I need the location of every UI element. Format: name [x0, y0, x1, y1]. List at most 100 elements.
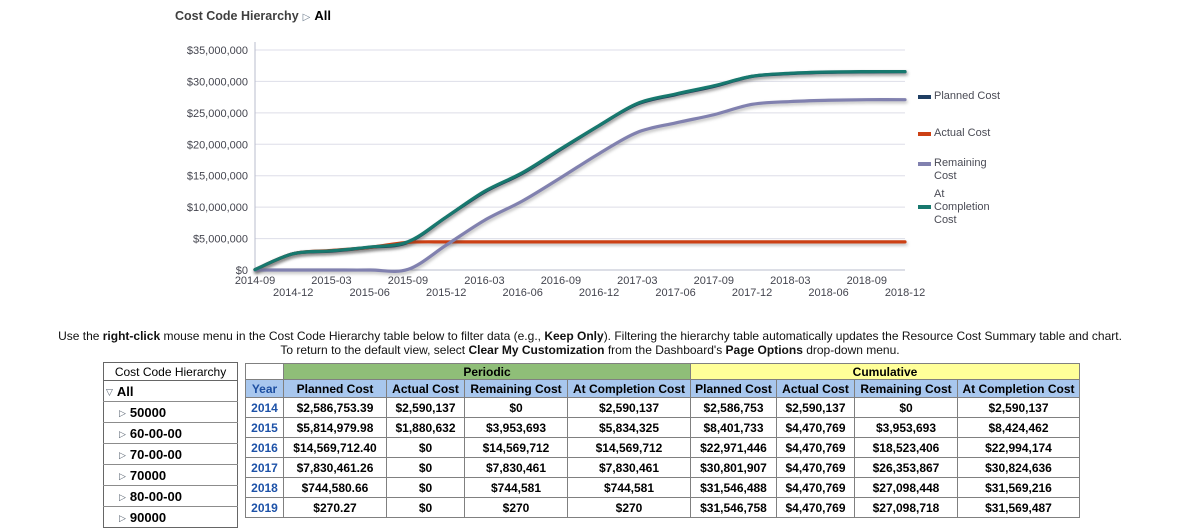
value-cell: $27,098,448 [854, 477, 958, 498]
hierarchy-node-label[interactable]: 70-00-00 [129, 446, 182, 462]
hierarchy-node-label[interactable]: 80-00-00 [129, 488, 182, 504]
collapse-triangle-icon[interactable]: ▽ [106, 386, 113, 397]
chart-title-value: All [314, 8, 331, 23]
expand-triangle-icon[interactable]: ▷ [119, 470, 126, 481]
group-header-cumulative: Cumulative [690, 363, 1080, 380]
hierarchy-cell[interactable]: ▷ 90000 [103, 506, 238, 528]
series-line-actual-cost [253, 240, 907, 272]
expand-triangle-icon[interactable]: ▷ [119, 491, 126, 502]
x-axis-label: 2018-03 [770, 275, 810, 287]
value-cell: $4,470,769 [776, 497, 855, 518]
value-cell: $22,971,446 [690, 437, 777, 458]
x-axis-label: 2015-03 [311, 275, 351, 287]
column-header-year[interactable]: Year [245, 379, 284, 398]
value-cell: $2,590,137 [957, 397, 1080, 418]
series-line-at-completion-cost [253, 69, 907, 272]
column-header-periodic-at-completion-cost[interactable]: At Completion Cost [567, 379, 691, 398]
hierarchy-row[interactable]: ▷ 70-00-00 [103, 443, 238, 465]
hierarchy-row[interactable]: ▷ 60-00-00 [103, 422, 238, 444]
instructions-text: Use the right-click mouse menu in the Co… [0, 329, 1180, 357]
cost-summary-chart: $0 $5,000,000 $10,000,000 $15,000,000 $20,00… [168, 30, 928, 305]
column-header-cumulative-actual-cost[interactable]: Actual Cost [776, 379, 855, 398]
hierarchy-node-label[interactable]: 50000 [129, 404, 167, 420]
x-axis-label: 2017-12 [732, 287, 772, 299]
legend-marker-icon [918, 162, 931, 166]
legend-label: Actual Cost [934, 127, 991, 139]
year-cell[interactable]: 2018 [245, 477, 284, 498]
column-header-cumulative-planned-cost[interactable]: Planned Cost [690, 379, 777, 398]
hierarchy-cell[interactable]: ▷ 80-00-00 [103, 485, 238, 507]
year-cell[interactable]: 2017 [245, 457, 284, 478]
value-cell: $0 [386, 437, 465, 458]
value-cell: $0 [464, 397, 568, 418]
legend-label: Remaining Cost [934, 157, 987, 182]
value-cell: $4,470,769 [776, 457, 855, 478]
hierarchy-cell[interactable]: ▷ 60-00-00 [103, 422, 238, 444]
hierarchy-node-label[interactable]: 90000 [129, 509, 167, 525]
x-axis-label: 2016-12 [579, 287, 619, 299]
y-axis-label: $0 [236, 265, 248, 277]
year-cell[interactable]: 2016 [245, 437, 284, 458]
column-header-periodic-actual-cost[interactable]: Actual Cost [386, 379, 465, 398]
instructions-line1: Use the right-click mouse menu in the Co… [58, 329, 1122, 343]
expand-triangle-icon[interactable]: ▷ [119, 512, 126, 523]
legend-marker-icon [918, 132, 931, 136]
y-axis-label: $5,000,000 [193, 234, 248, 246]
summary-row: 2015 $5,814,979.98 $1,880,632 $3,953,693 $5,… [245, 417, 1080, 438]
expand-triangle-icon[interactable]: ▷ [119, 407, 126, 418]
summary-row: 2014 $2,586,753.39 $2,590,137 $0 $2,590,137 $… [245, 397, 1080, 418]
x-axis-label: 2016-06 [502, 287, 542, 299]
y-axis-label: $35,000,000 [187, 45, 248, 57]
summary-row: 2017 $7,830,461.26 $0 $7,830,461 $7,830,461 $… [245, 457, 1080, 478]
cost-code-hierarchy-table: Cost Code Hierarchy ▽ All ▷ 50000 ▷ 60-00-00 ▷… [103, 362, 238, 528]
y-axis-label: $25,000,000 [187, 108, 248, 120]
legend-item-actual-cost: Actual Cost [918, 127, 1038, 140]
value-cell: $0 [386, 477, 465, 498]
value-cell: $8,401,733 [690, 417, 777, 438]
value-cell: $31,546,488 [690, 477, 777, 498]
value-cell: $14,569,712 [567, 437, 691, 458]
value-cell: $8,424,462 [957, 417, 1080, 438]
value-cell: $7,830,461 [567, 457, 691, 478]
hierarchy-row[interactable]: ▷ 80-00-00 [103, 485, 238, 507]
legend-marker-icon [918, 205, 931, 209]
hierarchy-row[interactable]: ▷ 90000 [103, 506, 238, 528]
year-cell[interactable]: 2014 [245, 397, 284, 418]
value-cell: $5,834,325 [567, 417, 691, 438]
hierarchy-row[interactable]: ▷ 70000 [103, 464, 238, 486]
value-cell: $2,586,753 [690, 397, 777, 418]
value-cell: $31,569,216 [957, 477, 1080, 498]
hierarchy-row[interactable]: ▽ All [103, 380, 238, 402]
value-cell: $7,830,461 [464, 457, 568, 478]
hierarchy-cell[interactable]: ▽ All [103, 380, 238, 402]
value-cell: $1,880,632 [386, 417, 465, 438]
x-axis-label: 2014-12 [273, 287, 313, 299]
hierarchy-row[interactable]: ▷ 50000 [103, 401, 238, 423]
value-cell: $0 [386, 457, 465, 478]
hierarchy-node-label[interactable]: 60-00-00 [129, 425, 182, 441]
legend-label: At Completion Cost [934, 188, 990, 226]
column-header-cumulative-at-completion-cost[interactable]: At Completion Cost [957, 379, 1080, 398]
chart-legend: Planned Cost Actual Cost Remaining Cost At … [918, 90, 1038, 227]
hierarchy-cell[interactable]: ▷ 50000 [103, 401, 238, 423]
year-cell[interactable]: 2019 [245, 497, 284, 518]
expand-triangle-icon[interactable]: ▷ [119, 428, 126, 439]
value-cell: $18,523,406 [854, 437, 958, 458]
column-header-periodic-remaining-cost[interactable]: Remaining Cost [464, 379, 568, 398]
value-cell: $22,994,174 [957, 437, 1080, 458]
hierarchy-cell[interactable]: ▷ 70000 [103, 464, 238, 486]
year-cell[interactable]: 2015 [245, 417, 284, 438]
value-cell: $30,801,907 [690, 457, 777, 478]
hierarchy-node-label[interactable]: All [116, 383, 134, 399]
y-axis-label: $15,000,000 [187, 171, 248, 183]
legend-marker-icon [918, 95, 931, 99]
column-header-periodic-planned-cost[interactable]: Planned Cost [283, 379, 387, 398]
value-cell: $270 [464, 497, 568, 518]
legend-item-at-completion-cost: At Completion Cost [918, 188, 1038, 227]
hierarchy-node-label[interactable]: 70000 [129, 467, 167, 483]
x-axis-label: 2015-06 [350, 287, 390, 299]
column-header-cumulative-remaining-cost[interactable]: Remaining Cost [854, 379, 958, 398]
x-axis-label: 2018-09 [847, 275, 887, 287]
expand-triangle-icon[interactable]: ▷ [119, 449, 126, 460]
hierarchy-cell[interactable]: ▷ 70-00-00 [103, 443, 238, 465]
